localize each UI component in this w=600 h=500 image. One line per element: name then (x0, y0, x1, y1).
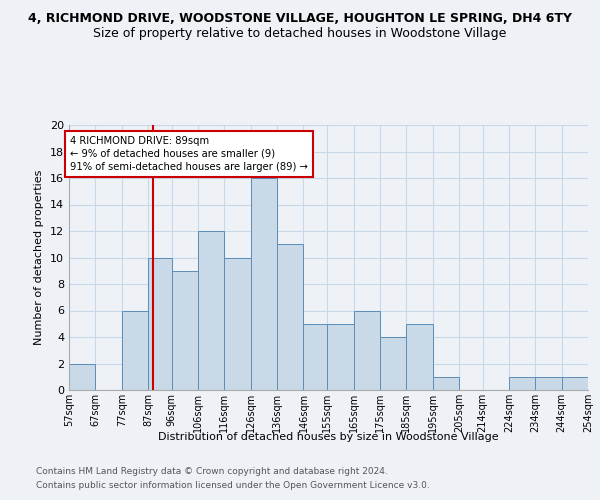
Bar (224, 258, 251, 390)
Y-axis label: Number of detached properties: Number of detached properties (34, 170, 44, 345)
Bar (509, 377, 535, 390)
Text: Size of property relative to detached houses in Woodstone Village: Size of property relative to detached ho… (94, 28, 506, 40)
Text: Contains HM Land Registry data © Crown copyright and database right 2024.: Contains HM Land Registry data © Crown c… (36, 468, 388, 476)
Bar (198, 231, 224, 390)
Bar (327, 324, 353, 390)
Bar (562, 377, 588, 390)
Bar (353, 310, 380, 390)
Bar (251, 178, 277, 390)
Text: Contains public sector information licensed under the Open Government Licence v3: Contains public sector information licen… (36, 481, 430, 490)
Bar (172, 271, 198, 390)
Text: Distribution of detached houses by size in Woodstone Village: Distribution of detached houses by size … (158, 432, 499, 442)
Bar (277, 244, 304, 390)
Bar (304, 324, 327, 390)
Bar (406, 324, 433, 390)
Bar (148, 258, 172, 390)
Bar (535, 377, 562, 390)
Bar (380, 337, 406, 390)
Text: 4, RICHMOND DRIVE, WOODSTONE VILLAGE, HOUGHTON LE SPRING, DH4 6TY: 4, RICHMOND DRIVE, WOODSTONE VILLAGE, HO… (28, 12, 572, 26)
Text: 4 RICHMOND DRIVE: 89sqm
← 9% of detached houses are smaller (9)
91% of semi-deta: 4 RICHMOND DRIVE: 89sqm ← 9% of detached… (70, 136, 308, 172)
Bar (69, 364, 95, 390)
Bar (433, 377, 459, 390)
Bar (122, 310, 148, 390)
